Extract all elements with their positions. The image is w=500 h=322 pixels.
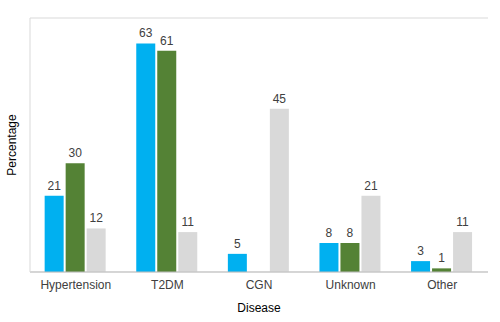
svg-text:30: 30 [68, 146, 82, 160]
svg-text:63: 63 [139, 26, 153, 40]
svg-text:8: 8 [326, 226, 333, 240]
svg-text:Unknown: Unknown [326, 278, 376, 292]
svg-text:12: 12 [89, 211, 103, 225]
svg-text:Other: Other [427, 278, 457, 292]
svg-text:1: 1 [438, 251, 445, 265]
svg-text:Hypertension: Hypertension [40, 278, 111, 292]
svg-text:61: 61 [160, 34, 174, 48]
svg-text:21: 21 [364, 179, 378, 193]
svg-text:11: 11 [456, 215, 469, 229]
svg-text:5: 5 [234, 237, 241, 251]
svg-text:45: 45 [273, 92, 287, 106]
svg-text:21: 21 [47, 179, 61, 193]
svg-text:T2DM: T2DM [151, 278, 184, 292]
svg-text:8: 8 [347, 226, 354, 240]
svg-text:Disease: Disease [237, 301, 281, 315]
svg-text:CGN: CGN [246, 278, 273, 292]
svg-text:11: 11 [182, 215, 195, 229]
svg-text:3: 3 [417, 244, 424, 258]
svg-text:Percentage: Percentage [8, 114, 19, 176]
